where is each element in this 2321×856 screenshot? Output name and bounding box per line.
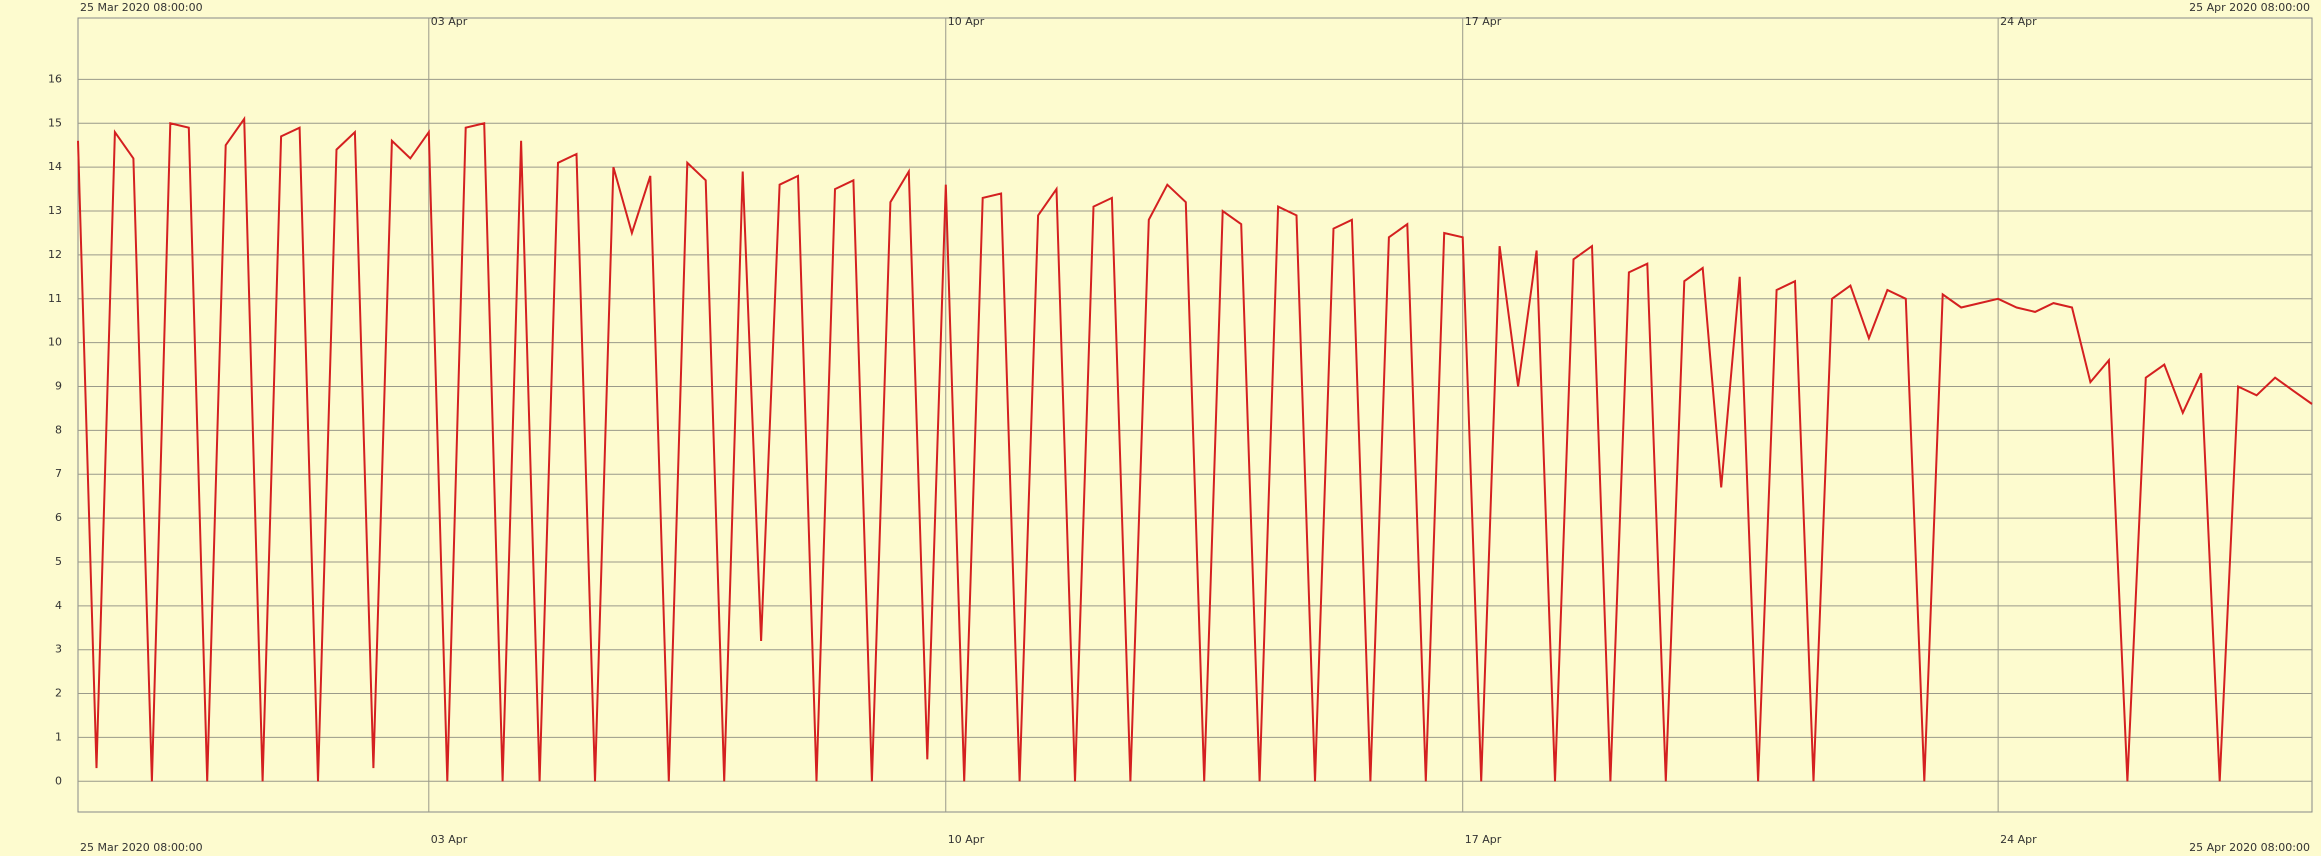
y-tick-label: 3	[55, 643, 62, 656]
y-tick-label: 9	[55, 379, 62, 392]
x-tick-label: 17 Apr	[1465, 833, 1502, 846]
y-tick-label: 12	[48, 248, 62, 261]
x-tick-label: 10 Apr	[948, 833, 985, 846]
x-tick-label: 10 Apr	[948, 15, 985, 28]
range-end: 25 Apr 2020 08:00:00	[2189, 841, 2310, 854]
x-tick-label: 03 Apr	[431, 15, 468, 28]
y-tick-label: 6	[55, 511, 62, 524]
x-tick-label: 03 Apr	[431, 833, 468, 846]
x-tick-label: 24 Apr	[2000, 833, 2037, 846]
range-start: 25 Mar 2020 08:00:00	[80, 841, 203, 854]
y-tick-label: 10	[48, 336, 62, 349]
y-tick-label: 14	[48, 160, 62, 173]
y-tick-label: 7	[55, 467, 62, 480]
y-tick-label: 4	[55, 599, 62, 612]
y-tick-label: 8	[55, 423, 62, 436]
y-tick-label: 11	[48, 292, 62, 305]
y-tick-label: 13	[48, 204, 62, 217]
y-tick-label: 1	[55, 730, 62, 743]
y-tick-label: 0	[55, 774, 62, 787]
series-line	[77, 115, 2313, 782]
x-tick-label: 17 Apr	[1465, 15, 1502, 28]
range-end: 25 Apr 2020 08:00:00	[2189, 1, 2310, 14]
plot-frame	[77, 17, 2313, 813]
range-start: 25 Mar 2020 08:00:00	[80, 1, 203, 14]
y-tick-label: 15	[48, 116, 62, 129]
y-tick-label: 16	[48, 72, 62, 85]
y-tick-label: 5	[55, 555, 62, 568]
x-tick-label: 24 Apr	[2000, 15, 2037, 28]
y-tick-label: 2	[55, 687, 62, 700]
